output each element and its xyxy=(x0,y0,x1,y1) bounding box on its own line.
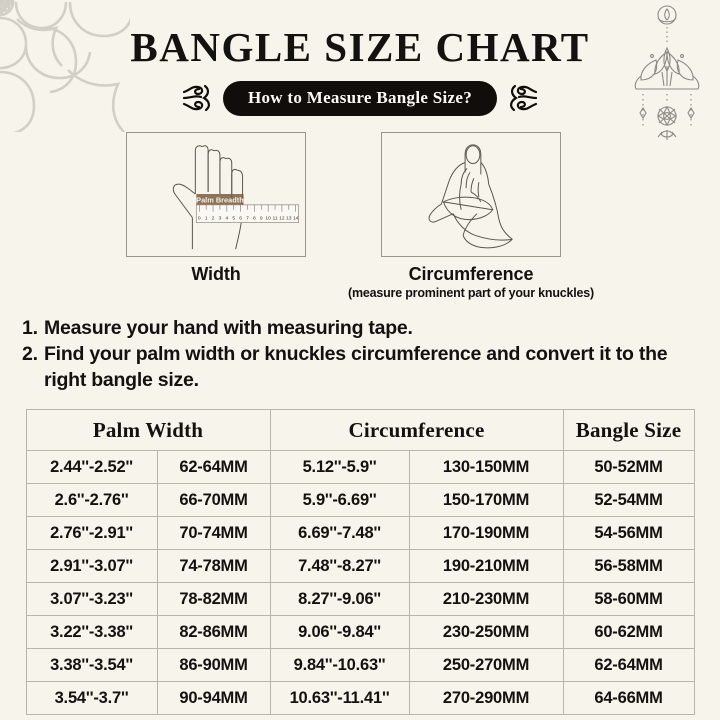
column-header-bangle-size: Bangle Size xyxy=(562,409,695,452)
flourish-left-icon xyxy=(182,84,210,112)
cell-palm-width-mm: 78-82MM xyxy=(156,582,271,617)
width-caption: Width xyxy=(191,264,241,285)
svg-text:0: 0 xyxy=(198,216,201,222)
instruction-list: 1. Measure your hand with measuring tape… xyxy=(22,316,694,393)
circumference-caption: Circumference xyxy=(408,264,534,285)
column-header-palm-width: Palm Width xyxy=(25,409,271,452)
table-header-row: Palm Width Circumference Bangle Size xyxy=(25,409,695,452)
svg-text:8: 8 xyxy=(253,216,256,222)
svg-text:3: 3 xyxy=(219,216,222,222)
cell-palm-width-in: 2.44''-2.52'' xyxy=(25,450,158,485)
table-row: 2.44''-2.52'' 62-64MM 5.12''-5.9'' 130-1… xyxy=(25,450,695,485)
cell-circumference-in: 7.48''-8.27'' xyxy=(269,549,410,584)
cell-bangle-size: 50-52MM xyxy=(562,450,695,485)
svg-text:10: 10 xyxy=(265,216,271,222)
circumference-illustration-block: Circumference (measure prominent part of… xyxy=(348,132,594,300)
cell-circumference-mm: 190-210MM xyxy=(408,549,564,584)
cell-palm-width-in: 2.6''-2.76'' xyxy=(25,483,158,518)
step-number: 2. xyxy=(22,342,38,365)
page-title: BANGLE SIZE CHART xyxy=(130,24,590,70)
table-row: 3.22''-3.38'' 82-86MM 9.06''-9.84'' 230-… xyxy=(25,615,695,650)
how-to-measure-badge-row: How to Measure Bangle Size? xyxy=(0,80,720,116)
knuckle-circumference-hand-icon xyxy=(428,144,513,249)
cell-bangle-size: 60-62MM xyxy=(562,615,695,650)
list-item: 2. Find your palm width or knuckles circ… xyxy=(22,342,694,393)
cell-palm-width-in: 3.22''-3.38'' xyxy=(25,615,158,650)
svg-text:12: 12 xyxy=(279,216,285,222)
cell-circumference-mm: 210-230MM xyxy=(408,582,564,617)
cell-palm-width-mm: 86-90MM xyxy=(156,648,271,683)
svg-text:6: 6 xyxy=(239,216,242,222)
circumference-subcaption: (measure prominent part of your knuckles… xyxy=(347,286,595,301)
bangle-size-table: Palm Width Circumference Bangle Size 2.4… xyxy=(25,409,695,716)
table-row: 3.54''-3.7'' 90-94MM 10.63''-11.41'' 270… xyxy=(25,681,695,716)
cell-circumference-mm: 270-290MM xyxy=(408,681,564,716)
cell-circumference-mm: 250-270MM xyxy=(408,648,564,683)
table-row: 2.91''-3.07'' 74-78MM 7.48''-8.27'' 190-… xyxy=(25,549,695,584)
cell-circumference-mm: 230-250MM xyxy=(408,615,564,650)
cell-palm-width-in: 2.91''-3.07'' xyxy=(25,549,158,584)
cell-circumference-mm: 170-190MM xyxy=(408,516,564,551)
svg-text:11: 11 xyxy=(272,216,277,222)
cell-circumference-in: 9.06''-9.84'' xyxy=(269,615,410,650)
svg-text:Palm Breadth: Palm Breadth xyxy=(196,195,244,204)
cell-circumference-in: 9.84''-10.63'' xyxy=(269,648,410,683)
cell-bangle-size: 56-58MM xyxy=(562,549,695,584)
how-to-measure-badge: How to Measure Bangle Size? xyxy=(222,80,498,116)
circumference-illustration-panel xyxy=(381,132,561,258)
svg-text:5: 5 xyxy=(232,216,235,222)
cell-circumference-in: 5.9''-6.69'' xyxy=(269,483,410,518)
cell-palm-width-in: 3.38''-3.54'' xyxy=(25,648,158,683)
table-row: 3.38''-3.54'' 86-90MM 9.84''-10.63'' 250… xyxy=(25,648,695,683)
svg-text:9: 9 xyxy=(260,216,263,222)
cell-palm-width-mm: 90-94MM xyxy=(156,681,271,716)
svg-text:7: 7 xyxy=(246,216,249,222)
svg-text:14: 14 xyxy=(293,216,299,222)
svg-text:13: 13 xyxy=(286,216,292,222)
table-row: 2.6''-2.76'' 66-70MM 5.9''-6.69'' 150-17… xyxy=(25,483,695,518)
step-text: Find your palm width or knuckles circumf… xyxy=(44,342,668,391)
cell-palm-width-mm: 62-64MM xyxy=(156,450,271,485)
cell-palm-width-mm: 74-78MM xyxy=(156,549,271,584)
list-item: 1. Measure your hand with measuring tape… xyxy=(22,316,694,342)
cell-bangle-size: 58-60MM xyxy=(562,582,695,617)
svg-text:4: 4 xyxy=(225,216,228,222)
flourish-right-icon xyxy=(510,84,538,112)
cell-bangle-size: 64-66MM xyxy=(562,681,695,716)
cell-circumference-mm: 150-170MM xyxy=(408,483,564,518)
cell-circumference-in: 5.12''-5.9'' xyxy=(269,450,410,485)
cell-palm-width-mm: 82-86MM xyxy=(156,615,271,650)
svg-text:2: 2 xyxy=(212,216,215,222)
svg-text:1: 1 xyxy=(205,216,208,222)
table-row: 3.07''-3.23'' 78-82MM 8.27''-9.06'' 210-… xyxy=(25,582,695,617)
cell-circumference-in: 10.63''-11.41'' xyxy=(269,681,410,716)
cell-palm-width-mm: 66-70MM xyxy=(156,483,271,518)
column-header-circumference: Circumference xyxy=(269,409,564,452)
cell-circumference-in: 6.69''-7.48'' xyxy=(269,516,410,551)
cell-palm-width-mm: 70-74MM xyxy=(156,516,271,551)
cell-palm-width-in: 3.54''-3.7'' xyxy=(25,681,158,716)
step-number: 1. xyxy=(22,317,38,340)
step-text: Measure your hand with measuring tape. xyxy=(44,317,413,340)
cell-bangle-size: 62-64MM xyxy=(562,648,695,683)
cell-palm-width-in: 2.76''-2.91'' xyxy=(25,516,158,551)
cell-palm-width-in: 3.07''-3.23'' xyxy=(25,582,158,617)
table-row: 2.76''-2.91'' 70-74MM 6.69''-7.48'' 170-… xyxy=(25,516,695,551)
cell-circumference-in: 8.27''-9.06'' xyxy=(269,582,410,617)
cell-circumference-mm: 130-150MM xyxy=(408,450,564,485)
cell-bangle-size: 52-54MM xyxy=(562,483,695,518)
cell-bangle-size: 54-56MM xyxy=(562,516,695,551)
